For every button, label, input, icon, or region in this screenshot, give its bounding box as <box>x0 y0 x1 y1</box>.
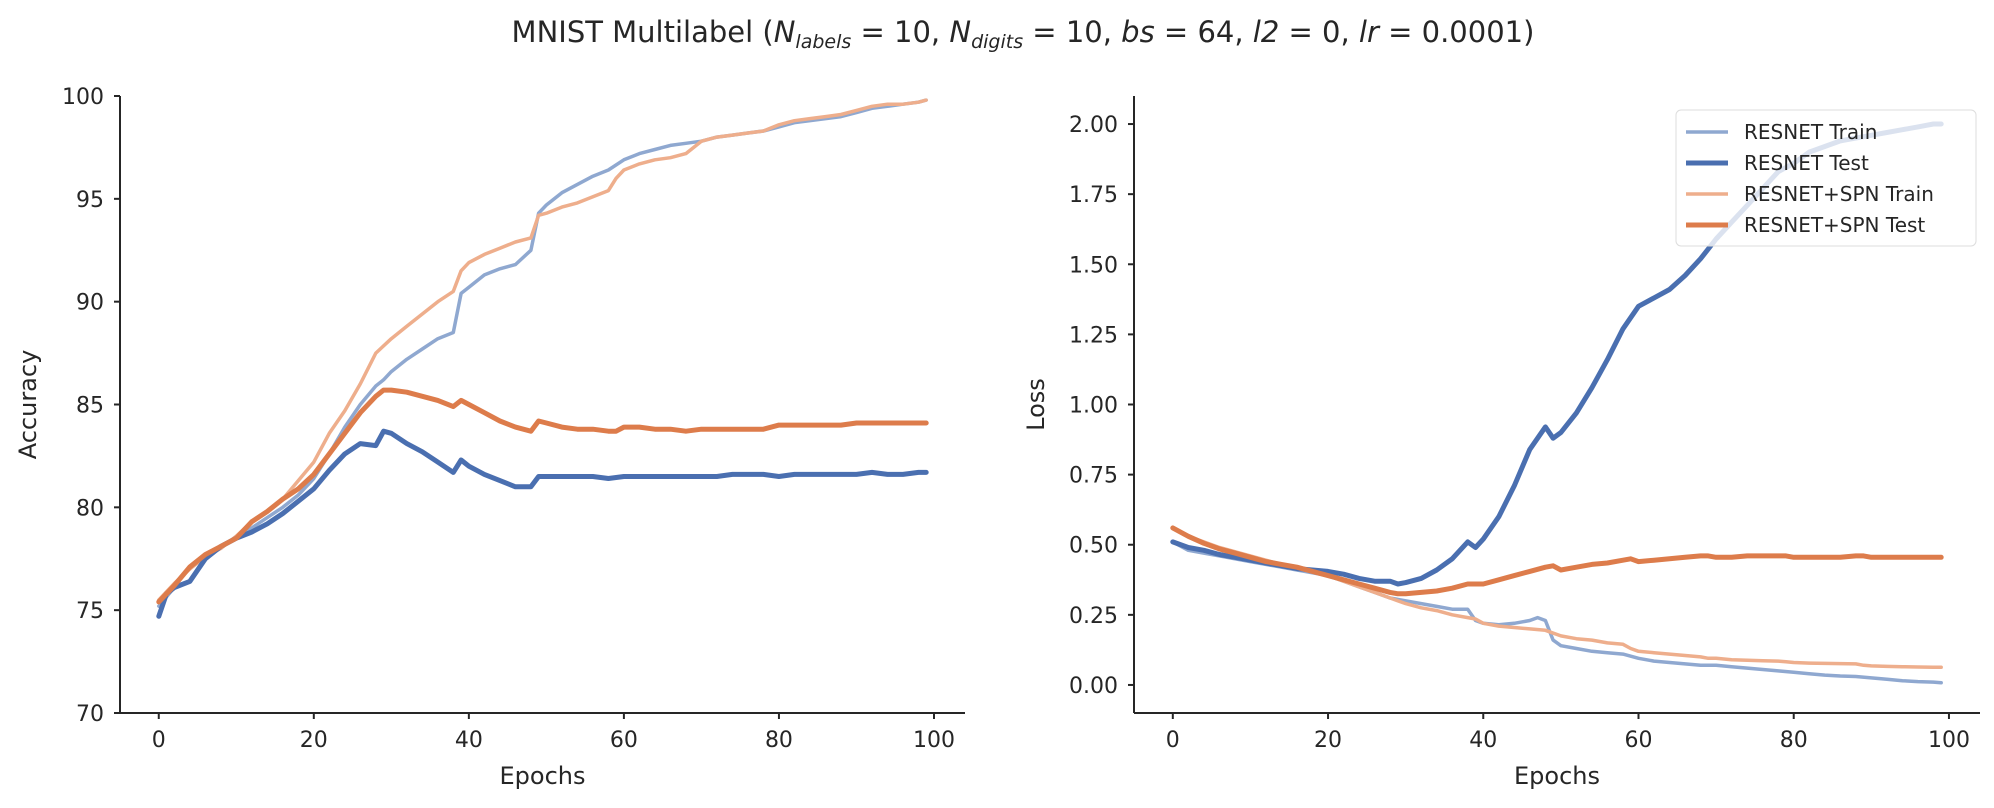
x-tick-label: 80 <box>1780 728 1808 753</box>
x-tick-label: 100 <box>1928 728 1970 753</box>
x-axis-label: Epochs <box>1514 762 1600 790</box>
loss-chart: 0 20 40 60 80 100 0.00 0.25 0.50 0.75 1.00 1.25 1.50… <box>1022 96 1980 790</box>
y-tick-label: 100 <box>62 85 104 110</box>
x-tick-label: 0 <box>152 728 166 753</box>
y-tick-label: 2.00 <box>1069 113 1118 138</box>
title-part: lr <box>1359 15 1381 49</box>
y-tick-label: 1.25 <box>1069 323 1118 348</box>
title-part: = 10, <box>851 15 949 49</box>
y-tick-label: 1.00 <box>1069 394 1118 419</box>
series-line-spn-test <box>156 387 929 605</box>
figure-title: MNIST Multilabel (Nlabels = 10, Ndigits … <box>512 15 1535 53</box>
series-line-resnet-train <box>157 98 928 608</box>
title-part: bs <box>1121 15 1155 49</box>
x-tick-label: 60 <box>1624 728 1652 753</box>
series-line-resnet-test <box>156 428 929 619</box>
x-tick-label: 40 <box>1469 728 1497 753</box>
x-tick-label: 0 <box>1166 728 1180 753</box>
series-line-resnet-train <box>1171 540 1943 685</box>
x-axis-label: Epochs <box>500 762 586 790</box>
title-part: l2 <box>1253 15 1280 49</box>
y-axis-label: Loss <box>1022 378 1050 431</box>
y-tick-label: 0.25 <box>1069 604 1118 629</box>
accuracy-chart: 0 20 40 60 80 100 70 75 80 85 90 95 100 Epochs Accurac… <box>14 85 965 790</box>
title-part: N <box>774 15 796 49</box>
legend-box <box>1675 109 1977 247</box>
y-tick-label: 95 <box>76 188 104 213</box>
title-part: MNIST Multilabel ( <box>512 15 774 49</box>
y-tick-label: 0.00 <box>1069 674 1118 699</box>
x-tick-label: 40 <box>455 728 483 753</box>
x-tick-label: 80 <box>765 728 793 753</box>
legend-label: RESNET Test <box>1744 151 1869 175</box>
y-tick-label: 0.50 <box>1069 534 1118 559</box>
legend: RESNET Train RESNET Test RESNET+SPN Train R… <box>1675 109 1977 247</box>
y-tick-label: 90 <box>76 291 104 316</box>
legend-label: RESNET+SPN Test <box>1744 213 1925 237</box>
title-part: N <box>949 15 971 49</box>
y-tick-label: 0.75 <box>1069 464 1118 489</box>
y-tick-label: 85 <box>76 394 104 419</box>
title-part: = 10, <box>1023 15 1121 49</box>
title-part: labels <box>795 31 851 53</box>
series-line-spn-train <box>157 98 928 602</box>
x-tick-label: 100 <box>913 728 955 753</box>
y-tick-label: 1.50 <box>1069 253 1118 278</box>
title-part: digits <box>971 31 1023 53</box>
legend-label: RESNET+SPN Train <box>1744 182 1934 206</box>
x-tick-label: 20 <box>300 728 328 753</box>
series-line-spn-test <box>1170 525 1944 597</box>
y-axis-label: Accuracy <box>14 350 42 460</box>
y-tick-label: 75 <box>76 599 104 624</box>
x-tick-label: 20 <box>1314 728 1342 753</box>
title-part: = 0, <box>1279 15 1359 49</box>
title-part: = 64, <box>1155 15 1253 49</box>
legend-label: RESNET Train <box>1744 120 1877 144</box>
x-tick-label: 60 <box>610 728 638 753</box>
series-line-spn-train <box>1171 526 1943 670</box>
y-tick-label: 1.75 <box>1069 183 1118 208</box>
title-part: = 0.0001) <box>1379 15 1535 49</box>
y-tick-label: 80 <box>76 496 104 521</box>
y-tick-label: 70 <box>76 702 104 727</box>
